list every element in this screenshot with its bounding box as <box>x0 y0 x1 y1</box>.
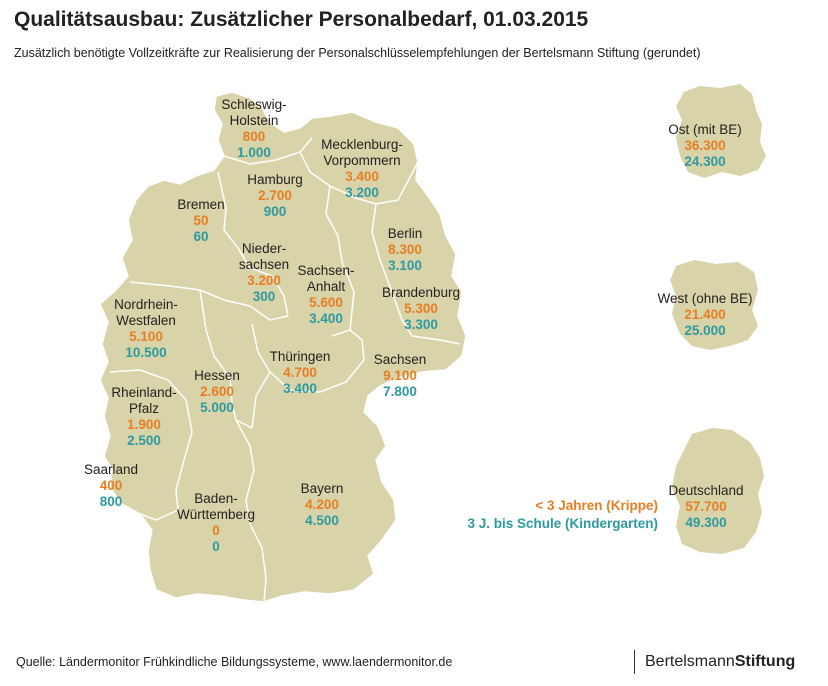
state-name: Sachsen <box>373 352 427 367</box>
state-label: Hamburg 2.700 900 <box>247 172 303 220</box>
state-label: Mecklenburg- Vorpommern 3.400 3.200 <box>321 137 403 201</box>
kindergarten-value: 0 <box>212 539 220 554</box>
krippe-value: 4.700 <box>283 365 317 380</box>
kindergarten-value: 3.400 <box>309 311 343 326</box>
region-label: West (ohne BE) 21.400 25.000 <box>657 291 752 339</box>
state-name: Bremen <box>177 197 225 212</box>
region-name: West (ohne BE) <box>657 291 753 306</box>
state-name: Mecklenburg- Vorpommern <box>321 137 403 168</box>
state-label: Rheinland- Pfalz 1.900 2.500 <box>111 385 176 449</box>
kindergarten-value: 2.500 <box>127 433 161 448</box>
state-name: Nordrhein- Westfalen <box>114 297 178 328</box>
krippe-value: 800 <box>242 129 266 144</box>
krippe-value: 1.900 <box>127 417 161 432</box>
chart-subtitle: Zusätzlich benötigte Vollzeitkräfte zur … <box>14 46 701 60</box>
krippe-value: 400 <box>99 478 123 493</box>
state-name: Brandenburg <box>381 285 461 300</box>
krippe-value: 50 <box>193 213 209 228</box>
brand-divider <box>634 650 635 674</box>
state-name: Hamburg <box>247 172 303 187</box>
kindergarten-value: 3.200 <box>345 185 379 200</box>
state-label: Schleswig- Holstein 800 1.000 <box>221 97 286 161</box>
krippe-value: 9.100 <box>383 368 417 383</box>
state-label: Sachsen 9.100 7.800 <box>374 352 427 400</box>
krippe-value: 8.300 <box>388 242 422 257</box>
kindergarten-value: 3.100 <box>388 258 422 273</box>
krippe-value: 5.600 <box>309 295 343 310</box>
brand-regular: Bertelsmann <box>645 653 735 670</box>
state-label: Baden- Württemberg 0 0 <box>177 491 255 555</box>
state-name: Rheinland- Pfalz <box>111 385 177 416</box>
krippe-value: 21.400 <box>684 307 726 322</box>
krippe-value: 5.300 <box>404 301 438 316</box>
kindergarten-value: 10.500 <box>125 345 167 360</box>
state-label: Sachsen- Anhalt 5.600 3.400 <box>297 263 354 327</box>
state-label: Nieder- sachsen 3.200 300 <box>239 241 289 305</box>
kindergarten-value: 1.000 <box>237 145 271 160</box>
state-name: Bayern <box>300 481 344 496</box>
region-name: Deutschland <box>668 483 744 498</box>
krippe-value: 3.400 <box>345 169 379 184</box>
kindergarten-value: 7.800 <box>383 384 417 399</box>
state-label: Bremen 50 60 <box>177 197 224 245</box>
region-name: Ost (mit BE) <box>668 122 742 137</box>
state-name: Saarland <box>83 462 139 477</box>
kindergarten-value: 49.300 <box>685 515 727 530</box>
state-label: Thüringen 4.700 3.400 <box>270 349 331 397</box>
kindergarten-value: 300 <box>252 289 276 304</box>
brand-logo: BertelsmannStiftung <box>645 653 795 671</box>
kindergarten-value: 800 <box>99 494 123 509</box>
state-borders <box>109 137 461 603</box>
legend-kindergarten: 3 J. bis Schule (Kindergarten) <box>467 516 658 531</box>
state-name: Thüringen <box>269 349 331 364</box>
krippe-value: 36.300 <box>684 138 726 153</box>
kindergarten-value: 3.400 <box>283 381 317 396</box>
source-note: Quelle: Ländermonitor Frühkindliche Bild… <box>16 655 453 669</box>
kindergarten-value: 3.300 <box>404 317 438 332</box>
kindergarten-value: 5.000 <box>200 400 234 415</box>
region-label: Ost (mit BE) 36.300 24.300 <box>668 122 742 170</box>
kindergarten-value: 25.000 <box>684 323 726 338</box>
state-label: Saarland 400 800 <box>84 462 138 510</box>
state-label: Berlin 8.300 3.100 <box>388 226 423 274</box>
krippe-value: 57.700 <box>685 499 727 514</box>
inset-deutschland-map <box>672 428 764 554</box>
krippe-value: 2.700 <box>258 188 292 203</box>
state-name: Nieder- sachsen <box>238 241 290 272</box>
krippe-value: 4.200 <box>305 497 339 512</box>
krippe-value: 0 <box>212 523 220 538</box>
legend-krippe: < 3 Jahren (Krippe) <box>535 498 658 513</box>
region-label: Deutschland 57.700 49.300 <box>668 483 743 531</box>
state-label: Bayern 4.200 4.500 <box>301 481 344 529</box>
kindergarten-value: 24.300 <box>684 154 726 169</box>
krippe-value: 5.100 <box>129 329 163 344</box>
state-name: Hessen <box>194 368 240 383</box>
inset-ost-map <box>676 84 766 178</box>
kindergarten-value: 60 <box>193 229 209 244</box>
chart-title: Qualitätsausbau: Zusätzlicher Personalbe… <box>14 8 589 31</box>
kindergarten-value: 4.500 <box>305 513 339 528</box>
krippe-value: 3.200 <box>247 273 281 288</box>
state-name: Sachsen- Anhalt <box>297 263 355 294</box>
state-label: Nordrhein- Westfalen 5.100 10.500 <box>114 297 178 361</box>
kindergarten-value: 900 <box>263 204 287 219</box>
state-label: Brandenburg 5.300 3.300 <box>382 285 460 333</box>
state-name: Berlin <box>387 226 423 241</box>
krippe-value: 2.600 <box>200 384 234 399</box>
state-name: Schleswig- Holstein <box>221 97 287 128</box>
inset-west-map <box>670 260 758 350</box>
state-name: Baden- Württemberg <box>176 491 256 522</box>
brand-bold: Stiftung <box>734 653 796 670</box>
state-label: Hessen 2.600 5.000 <box>194 368 240 416</box>
